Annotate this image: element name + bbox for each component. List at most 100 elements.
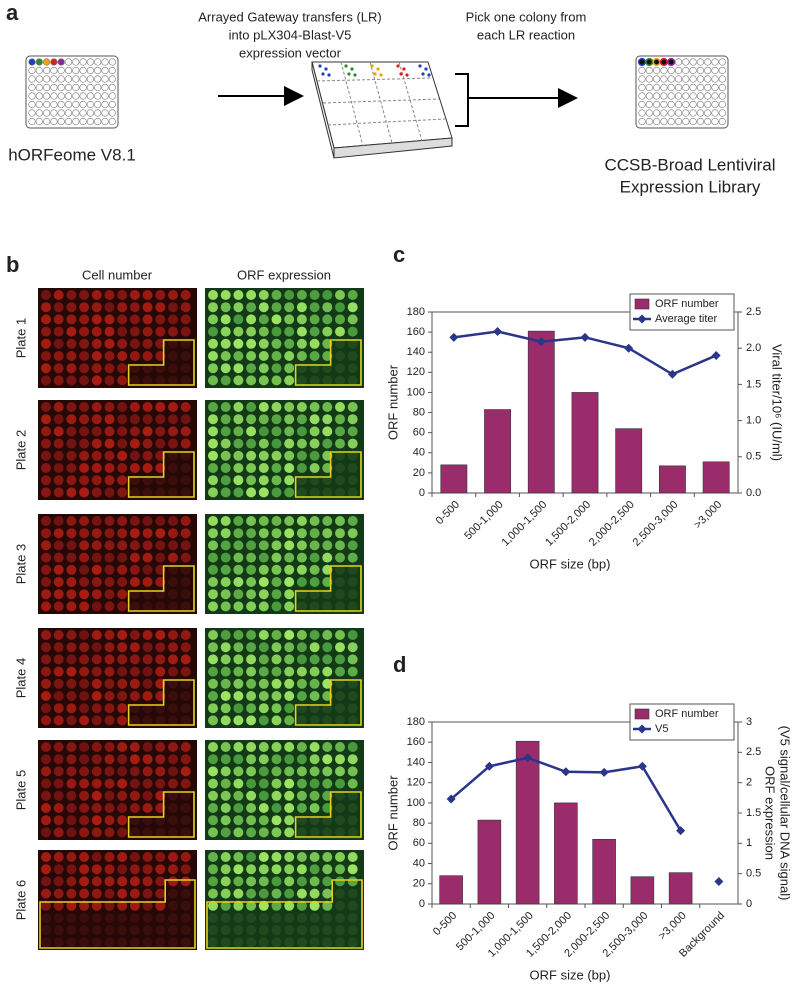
well [271, 754, 282, 765]
well [104, 654, 115, 665]
well [296, 326, 307, 337]
well [117, 754, 128, 765]
y2-tick-label: 3 [746, 716, 752, 728]
plate-images: Plate 1 Plate 2 Plate 3 Plate 4 Plate 5 Plate… [13, 288, 364, 950]
well [682, 58, 690, 66]
well [180, 426, 191, 437]
well [50, 66, 58, 75]
well [645, 92, 653, 100]
well [168, 630, 178, 640]
well [104, 414, 115, 425]
well [104, 589, 115, 600]
well [66, 552, 77, 563]
well [347, 540, 358, 551]
well [117, 913, 128, 923]
well [129, 790, 140, 801]
well [296, 691, 307, 701]
well [66, 654, 77, 665]
well [271, 450, 282, 461]
well [689, 75, 697, 83]
well [79, 577, 90, 587]
well [41, 703, 51, 714]
well [94, 66, 102, 75]
well [180, 516, 191, 526]
well [246, 742, 257, 752]
well [674, 117, 683, 126]
well [155, 351, 166, 361]
well [142, 913, 153, 923]
well [258, 516, 269, 526]
well [309, 375, 320, 386]
well [309, 876, 320, 887]
point [484, 761, 494, 771]
well [696, 92, 705, 100]
well [208, 778, 218, 789]
well [284, 351, 295, 361]
well [142, 900, 153, 911]
well [271, 338, 282, 349]
well [168, 375, 178, 386]
well [129, 577, 140, 587]
well [180, 528, 191, 539]
colony [399, 72, 403, 76]
well [79, 888, 90, 899]
well [258, 552, 269, 563]
well [682, 100, 690, 109]
well [271, 475, 282, 486]
well [246, 414, 257, 425]
well [208, 438, 218, 449]
well [667, 57, 676, 67]
well [79, 778, 90, 789]
well [208, 450, 218, 461]
well [335, 876, 345, 887]
well [79, 326, 90, 337]
well [220, 414, 231, 425]
well [246, 790, 257, 801]
well [168, 654, 178, 665]
well [53, 450, 64, 461]
well [220, 876, 231, 887]
y2-tick-label: 2.5 [746, 306, 761, 318]
well [258, 402, 269, 412]
colony [421, 72, 425, 76]
well [233, 678, 244, 689]
well [322, 766, 333, 777]
well [322, 450, 333, 461]
well [296, 937, 307, 948]
colony [318, 64, 322, 68]
point [599, 767, 609, 777]
well [347, 487, 358, 498]
well [208, 715, 218, 726]
highlight-box [39, 879, 196, 949]
well [220, 766, 231, 777]
well [142, 601, 153, 612]
well [142, 426, 153, 437]
well [246, 630, 257, 640]
well [104, 864, 115, 875]
well [66, 475, 77, 486]
well [220, 925, 231, 936]
well [233, 778, 244, 789]
well [309, 654, 320, 665]
well [57, 83, 65, 92]
well [79, 937, 90, 948]
well [296, 564, 307, 575]
well [347, 363, 358, 374]
well [322, 925, 333, 936]
well [155, 790, 166, 801]
well [660, 66, 668, 75]
well [208, 402, 218, 412]
well [142, 666, 153, 677]
well [117, 666, 128, 677]
highlight-box [127, 679, 195, 726]
well [335, 815, 345, 826]
well [284, 864, 295, 875]
well [91, 438, 102, 449]
well [335, 475, 345, 486]
well [322, 864, 333, 875]
well [652, 109, 661, 117]
well [117, 338, 128, 349]
well [79, 375, 90, 386]
y2-axis-label: ORF expression [763, 766, 778, 860]
well [271, 577, 282, 587]
